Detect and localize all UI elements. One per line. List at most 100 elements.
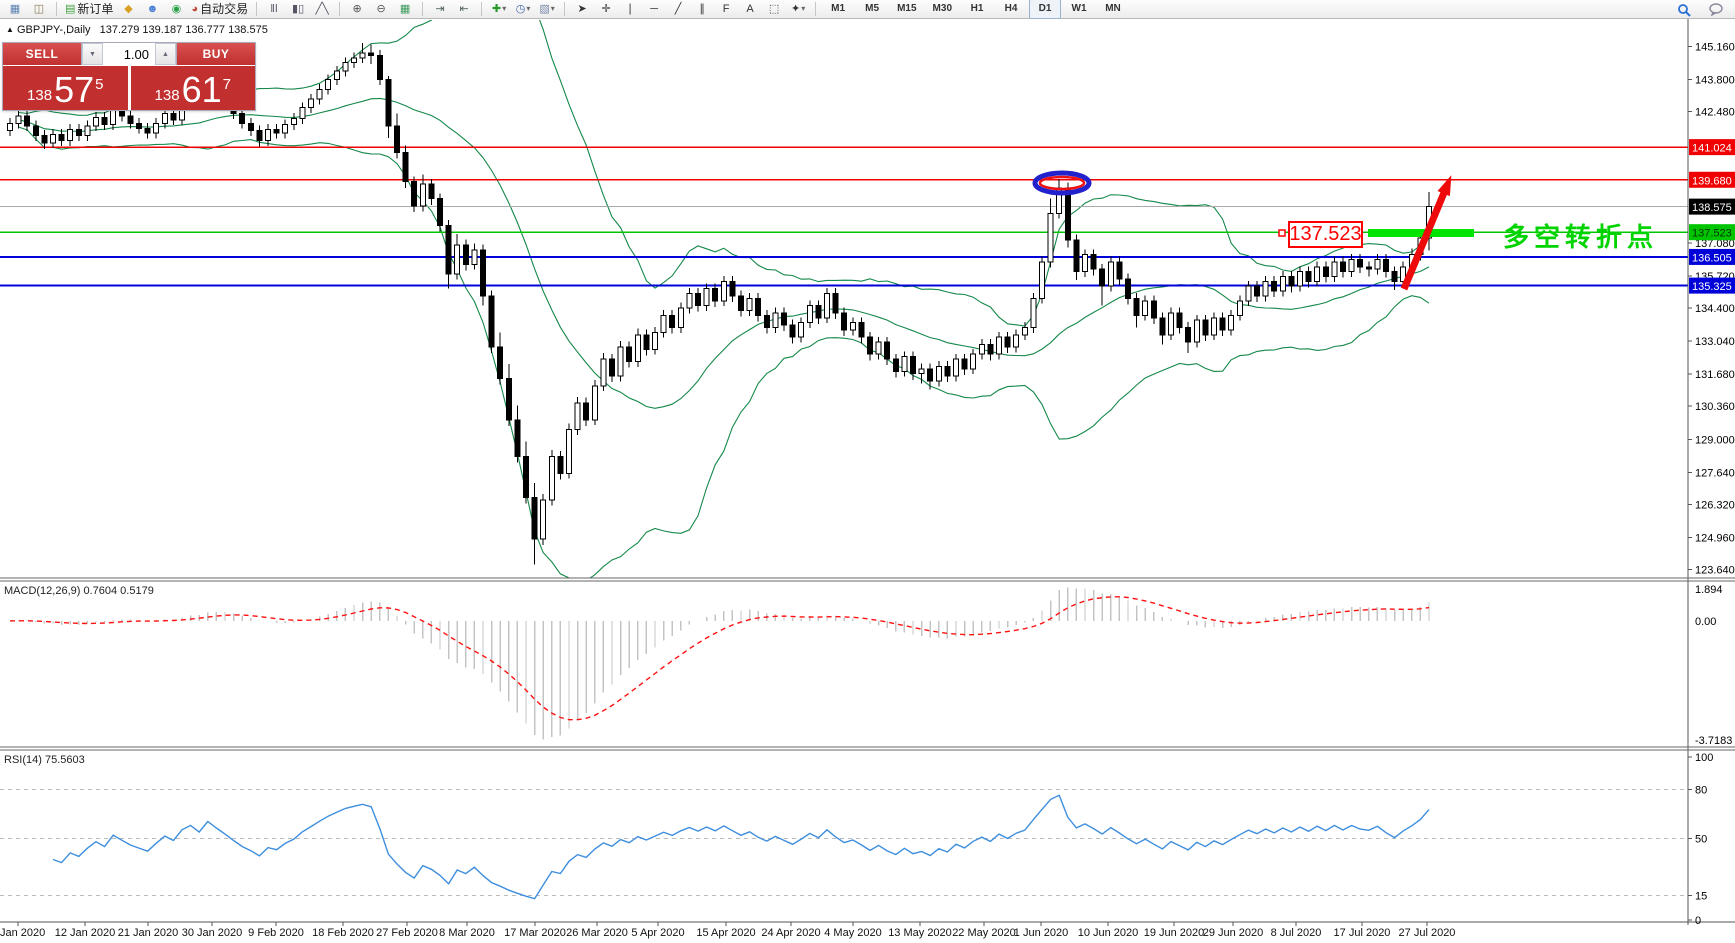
date-tick-label: 8 Jul 2020 xyxy=(1271,927,1322,939)
new-order-icon[interactable]: ▤ 新订单 xyxy=(65,2,114,16)
rsi-line xyxy=(52,794,1430,900)
cursor-icon[interactable]: ➤ xyxy=(577,3,587,15)
timeframe-m5-button[interactable]: M5 xyxy=(865,3,880,14)
date-tick-label: 4 May 2020 xyxy=(824,927,881,939)
trend-arrow[interactable] xyxy=(1400,186,1450,291)
sell-price-button[interactable]: 138 57 5 xyxy=(3,66,128,110)
signals-icon[interactable]: ◉ xyxy=(171,3,182,15)
candlestick-chart-icon[interactable]: ▮▯ xyxy=(292,3,305,15)
dropdown-caret-icon[interactable]: ▾ xyxy=(526,4,531,13)
highlight-ellipse-inner xyxy=(1038,175,1086,191)
rsi-scale-label: 80 xyxy=(1695,785,1707,797)
timeframe-mn-button[interactable]: MN xyxy=(1105,3,1121,14)
line-chart-icon[interactable]: ╱╲ xyxy=(315,3,329,15)
toolbar-separator xyxy=(564,2,566,16)
bar-chart-icon[interactable]: ǁǀ xyxy=(270,3,278,15)
chart-shift-icon[interactable]: ⇤ xyxy=(459,3,469,15)
date-tick-label: 10 Jun 2020 xyxy=(1078,927,1139,939)
macd-scale-label: 1.894 xyxy=(1695,584,1723,596)
dropdown-caret-icon[interactable]: ▾ xyxy=(502,4,507,13)
rsi-pane-label: RSI(14) 75.5603 xyxy=(4,754,85,766)
annotation-text[interactable]: 多空转折点 xyxy=(1503,222,1659,252)
price-level-box[interactable]: 137.523 xyxy=(1288,221,1363,248)
zoom-in-icon[interactable]: ⊕ xyxy=(352,3,362,15)
profile-chart-icon[interactable]: ◫ xyxy=(33,3,45,15)
volume-increase-button[interactable]: ▲ xyxy=(155,43,176,65)
zoom-out-icon[interactable]: ⊖ xyxy=(376,3,386,15)
rsi-scale-label: 0 xyxy=(1695,915,1701,927)
styles-brush-icon[interactable]: ◆ xyxy=(124,3,133,15)
date-tick-label: 26 Mar 2020 xyxy=(566,927,628,939)
price-tick-label: 143.800 xyxy=(1695,75,1735,87)
templates-icon[interactable]: ▧ ▾ xyxy=(539,3,555,15)
sell-button[interactable]: SELL xyxy=(3,43,81,65)
buy-price-button[interactable]: 138 61 7 xyxy=(130,66,255,110)
timeframe-h1-button[interactable]: H1 xyxy=(970,3,984,14)
periods-icon[interactable]: ◷ ▾ xyxy=(515,3,531,15)
new-order-label: 新订单 xyxy=(77,2,114,16)
macd-histogram xyxy=(17,587,1430,740)
highlight-ellipse[interactable] xyxy=(1032,170,1092,196)
macd-scale-label: 0.00 xyxy=(1695,616,1716,628)
auto-trading-icon[interactable]: ◕ 自动交易 xyxy=(191,2,249,16)
text-label-icon[interactable]: ⬚ xyxy=(768,3,780,15)
buy-button[interactable]: BUY xyxy=(177,43,255,65)
indicators-icon[interactable]: ✚ ▾ xyxy=(491,3,507,15)
timeframe-m15-button[interactable]: M15 xyxy=(897,3,917,14)
buy-price-main: 61 xyxy=(181,69,222,110)
buy-price-pip: 7 xyxy=(222,76,231,93)
timeframe-m30-button[interactable]: M30 xyxy=(932,3,952,14)
sell-price-main: 57 xyxy=(54,69,95,110)
vertical-line-icon[interactable]: ❘ xyxy=(625,3,635,15)
date-tick-label: 21 Jan 2020 xyxy=(118,927,179,939)
macd-scale-label: -3.7183 xyxy=(1695,735,1732,747)
text-icon[interactable]: A xyxy=(746,3,754,15)
dropdown-caret-icon[interactable]: ▾ xyxy=(550,4,555,13)
chart-window-icon[interactable]: ▦ xyxy=(9,3,21,15)
trendline-icon[interactable]: ╱ xyxy=(674,3,682,15)
current-price-label: 138.575 xyxy=(1692,202,1732,214)
hline-price-label-bg xyxy=(1689,277,1735,294)
dropdown-caret-icon[interactable]: ▾ xyxy=(801,4,806,13)
date-tick-label: 29 Jun 2020 xyxy=(1203,927,1264,939)
volume-value[interactable]: 1.00 xyxy=(123,46,149,62)
volume-stepper: ▼ 1.00 ▲ xyxy=(81,43,177,65)
channel-icon[interactable]: ∥ xyxy=(699,3,705,15)
timeframe-d1-button[interactable]: D1 xyxy=(1029,0,1061,19)
search-icon[interactable] xyxy=(1673,2,1695,18)
sell-price-prefix: 138 xyxy=(27,87,53,104)
chat-icon[interactable] xyxy=(1705,2,1727,18)
support-zone-bar[interactable] xyxy=(1368,229,1474,237)
toolbar-separator xyxy=(256,2,258,16)
auto-scroll-icon[interactable]: ⇥ xyxy=(435,3,445,15)
volume-decrease-button[interactable]: ▼ xyxy=(82,43,103,65)
fibonacci-icon[interactable]: F xyxy=(722,3,730,15)
hline-price-label-bg xyxy=(1689,139,1735,156)
price-tick-label: 127.640 xyxy=(1695,467,1735,479)
timeframe-m1-button[interactable]: M1 xyxy=(831,3,846,14)
arrows-icon[interactable]: ✦ ▾ xyxy=(790,3,806,15)
tile-windows-icon[interactable]: ▦ xyxy=(399,3,411,15)
bollinger-lower-band xyxy=(18,126,1430,578)
toolbar-separator xyxy=(56,2,57,16)
sell-price-pip: 5 xyxy=(95,76,104,93)
auto-trading-label: 自动交易 xyxy=(200,2,249,16)
collapse-triangle-icon[interactable]: ▲ xyxy=(6,25,14,34)
date-tick-label: 5 Apr 2020 xyxy=(631,927,684,939)
timeframe-w1-button[interactable]: W1 xyxy=(1071,3,1087,14)
price-tick-label: 145.160 xyxy=(1695,42,1735,54)
rsi-scale-label: 50 xyxy=(1695,834,1707,846)
toolbar-separator xyxy=(422,2,424,16)
horizontal-line-icon[interactable]: ─ xyxy=(650,3,658,15)
hline-price-label: 141.024 xyxy=(1692,143,1732,155)
line-anchor-handle[interactable] xyxy=(1278,229,1286,237)
date-tick-label: 8 Mar 2020 xyxy=(439,927,495,939)
hline-price-label-bg xyxy=(1689,224,1735,241)
timeframe-h4-button[interactable]: H4 xyxy=(1004,3,1018,14)
date-tick-label: 19 Jun 2020 xyxy=(1144,927,1205,939)
crosshair-icon[interactable]: ✛ xyxy=(601,3,611,15)
community-user-icon[interactable]: ☻ xyxy=(146,3,159,15)
date-tick-label: 27 Feb 2020 xyxy=(376,927,438,939)
trend-arrow-head xyxy=(1437,175,1452,197)
